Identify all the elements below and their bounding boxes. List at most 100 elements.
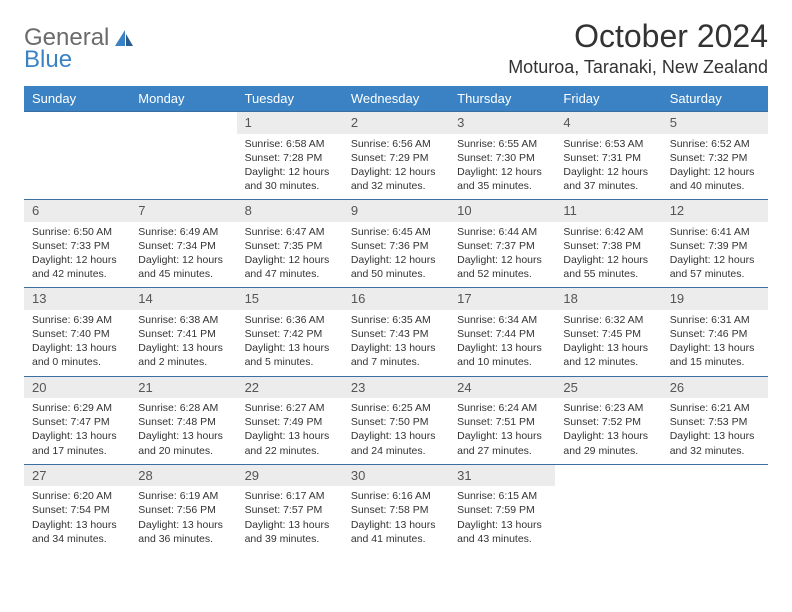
day1-text: Daylight: 13 hours bbox=[32, 429, 122, 443]
day-cell: Sunrise: 6:49 AMSunset: 7:34 PMDaylight:… bbox=[130, 222, 236, 288]
sunrise-text: Sunrise: 6:27 AM bbox=[245, 401, 335, 415]
day-cell: Sunrise: 6:16 AMSunset: 7:58 PMDaylight:… bbox=[343, 486, 449, 552]
sunset-text: Sunset: 7:49 PM bbox=[245, 415, 335, 429]
day-cell: Sunrise: 6:21 AMSunset: 7:53 PMDaylight:… bbox=[662, 398, 768, 464]
day2-text: and 40 minutes. bbox=[670, 179, 760, 193]
day-cell: Sunrise: 6:52 AMSunset: 7:32 PMDaylight:… bbox=[662, 134, 768, 200]
day1-text: Daylight: 12 hours bbox=[457, 253, 547, 267]
sunrise-text: Sunrise: 6:41 AM bbox=[670, 225, 760, 239]
day-number-row: 12345 bbox=[24, 112, 768, 134]
day-cell: Sunrise: 6:20 AMSunset: 7:54 PMDaylight:… bbox=[24, 486, 130, 552]
day-cell bbox=[662, 486, 768, 552]
day2-text: and 32 minutes. bbox=[670, 444, 760, 458]
day-cell: Sunrise: 6:34 AMSunset: 7:44 PMDaylight:… bbox=[449, 310, 555, 376]
day2-text: and 20 minutes. bbox=[138, 444, 228, 458]
day-number-row: 20212223242526 bbox=[24, 376, 768, 398]
day-number: 17 bbox=[449, 288, 555, 310]
day-header-row: Sunday Monday Tuesday Wednesday Thursday… bbox=[24, 86, 768, 112]
sunrise-text: Sunrise: 6:36 AM bbox=[245, 313, 335, 327]
day-header: Wednesday bbox=[343, 86, 449, 112]
sunset-text: Sunset: 7:33 PM bbox=[32, 239, 122, 253]
day-number: 11 bbox=[555, 200, 661, 222]
day2-text: and 37 minutes. bbox=[563, 179, 653, 193]
day1-text: Daylight: 13 hours bbox=[670, 429, 760, 443]
sunrise-text: Sunrise: 6:29 AM bbox=[32, 401, 122, 415]
sunset-text: Sunset: 7:40 PM bbox=[32, 327, 122, 341]
day-content-row: Sunrise: 6:29 AMSunset: 7:47 PMDaylight:… bbox=[24, 398, 768, 464]
sunrise-text: Sunrise: 6:23 AM bbox=[563, 401, 653, 415]
day-cell: Sunrise: 6:27 AMSunset: 7:49 PMDaylight:… bbox=[237, 398, 343, 464]
day-number: 29 bbox=[237, 464, 343, 486]
day-cell: Sunrise: 6:32 AMSunset: 7:45 PMDaylight:… bbox=[555, 310, 661, 376]
day-cell: Sunrise: 6:47 AMSunset: 7:35 PMDaylight:… bbox=[237, 222, 343, 288]
day-cell: Sunrise: 6:15 AMSunset: 7:59 PMDaylight:… bbox=[449, 486, 555, 552]
day2-text: and 34 minutes. bbox=[32, 532, 122, 546]
header: General October 2024 Moturoa, Taranaki, … bbox=[24, 18, 768, 78]
day-number: 31 bbox=[449, 464, 555, 486]
day2-text: and 41 minutes. bbox=[351, 532, 441, 546]
day-cell: Sunrise: 6:39 AMSunset: 7:40 PMDaylight:… bbox=[24, 310, 130, 376]
sunrise-text: Sunrise: 6:25 AM bbox=[351, 401, 441, 415]
day-number bbox=[555, 464, 661, 486]
day-number: 12 bbox=[662, 200, 768, 222]
day-header: Thursday bbox=[449, 86, 555, 112]
sunrise-text: Sunrise: 6:50 AM bbox=[32, 225, 122, 239]
day-cell: Sunrise: 6:17 AMSunset: 7:57 PMDaylight:… bbox=[237, 486, 343, 552]
sunset-text: Sunset: 7:28 PM bbox=[245, 151, 335, 165]
day2-text: and 0 minutes. bbox=[32, 355, 122, 369]
day-cell: Sunrise: 6:44 AMSunset: 7:37 PMDaylight:… bbox=[449, 222, 555, 288]
day2-text: and 50 minutes. bbox=[351, 267, 441, 281]
day-header: Friday bbox=[555, 86, 661, 112]
sunset-text: Sunset: 7:35 PM bbox=[245, 239, 335, 253]
sunset-text: Sunset: 7:48 PM bbox=[138, 415, 228, 429]
day2-text: and 22 minutes. bbox=[245, 444, 335, 458]
day1-text: Daylight: 13 hours bbox=[351, 429, 441, 443]
day-cell: Sunrise: 6:42 AMSunset: 7:38 PMDaylight:… bbox=[555, 222, 661, 288]
day2-text: and 2 minutes. bbox=[138, 355, 228, 369]
day1-text: Daylight: 13 hours bbox=[351, 518, 441, 532]
day2-text: and 35 minutes. bbox=[457, 179, 547, 193]
sunset-text: Sunset: 7:29 PM bbox=[351, 151, 441, 165]
sunset-text: Sunset: 7:32 PM bbox=[670, 151, 760, 165]
sunrise-text: Sunrise: 6:24 AM bbox=[457, 401, 547, 415]
day1-text: Daylight: 12 hours bbox=[563, 165, 653, 179]
day-number bbox=[24, 112, 130, 134]
day1-text: Daylight: 12 hours bbox=[670, 165, 760, 179]
day-number-row: 6789101112 bbox=[24, 200, 768, 222]
day-number: 5 bbox=[662, 112, 768, 134]
day1-text: Daylight: 12 hours bbox=[138, 253, 228, 267]
sunrise-text: Sunrise: 6:21 AM bbox=[670, 401, 760, 415]
day-cell: Sunrise: 6:28 AMSunset: 7:48 PMDaylight:… bbox=[130, 398, 236, 464]
sunset-text: Sunset: 7:37 PM bbox=[457, 239, 547, 253]
day-number bbox=[662, 464, 768, 486]
sunset-text: Sunset: 7:57 PM bbox=[245, 503, 335, 517]
sunset-text: Sunset: 7:52 PM bbox=[563, 415, 653, 429]
day-number: 23 bbox=[343, 376, 449, 398]
sunrise-text: Sunrise: 6:15 AM bbox=[457, 489, 547, 503]
day-cell: Sunrise: 6:45 AMSunset: 7:36 PMDaylight:… bbox=[343, 222, 449, 288]
day-number: 25 bbox=[555, 376, 661, 398]
day2-text: and 7 minutes. bbox=[351, 355, 441, 369]
sunrise-text: Sunrise: 6:53 AM bbox=[563, 137, 653, 151]
sunrise-text: Sunrise: 6:42 AM bbox=[563, 225, 653, 239]
sunrise-text: Sunrise: 6:55 AM bbox=[457, 137, 547, 151]
sunset-text: Sunset: 7:44 PM bbox=[457, 327, 547, 341]
day1-text: Daylight: 13 hours bbox=[351, 341, 441, 355]
day-header: Monday bbox=[130, 86, 236, 112]
day-cell: Sunrise: 6:25 AMSunset: 7:50 PMDaylight:… bbox=[343, 398, 449, 464]
day1-text: Daylight: 12 hours bbox=[351, 253, 441, 267]
day-cell: Sunrise: 6:29 AMSunset: 7:47 PMDaylight:… bbox=[24, 398, 130, 464]
day-cell bbox=[24, 134, 130, 200]
sunrise-text: Sunrise: 6:28 AM bbox=[138, 401, 228, 415]
day-number: 16 bbox=[343, 288, 449, 310]
day1-text: Daylight: 13 hours bbox=[245, 429, 335, 443]
sunset-text: Sunset: 7:39 PM bbox=[670, 239, 760, 253]
day1-text: Daylight: 13 hours bbox=[245, 518, 335, 532]
day-number: 19 bbox=[662, 288, 768, 310]
day-number: 8 bbox=[237, 200, 343, 222]
logo-sail-icon bbox=[113, 28, 135, 48]
day-number: 18 bbox=[555, 288, 661, 310]
day1-text: Daylight: 12 hours bbox=[457, 165, 547, 179]
sunset-text: Sunset: 7:34 PM bbox=[138, 239, 228, 253]
day1-text: Daylight: 13 hours bbox=[457, 429, 547, 443]
